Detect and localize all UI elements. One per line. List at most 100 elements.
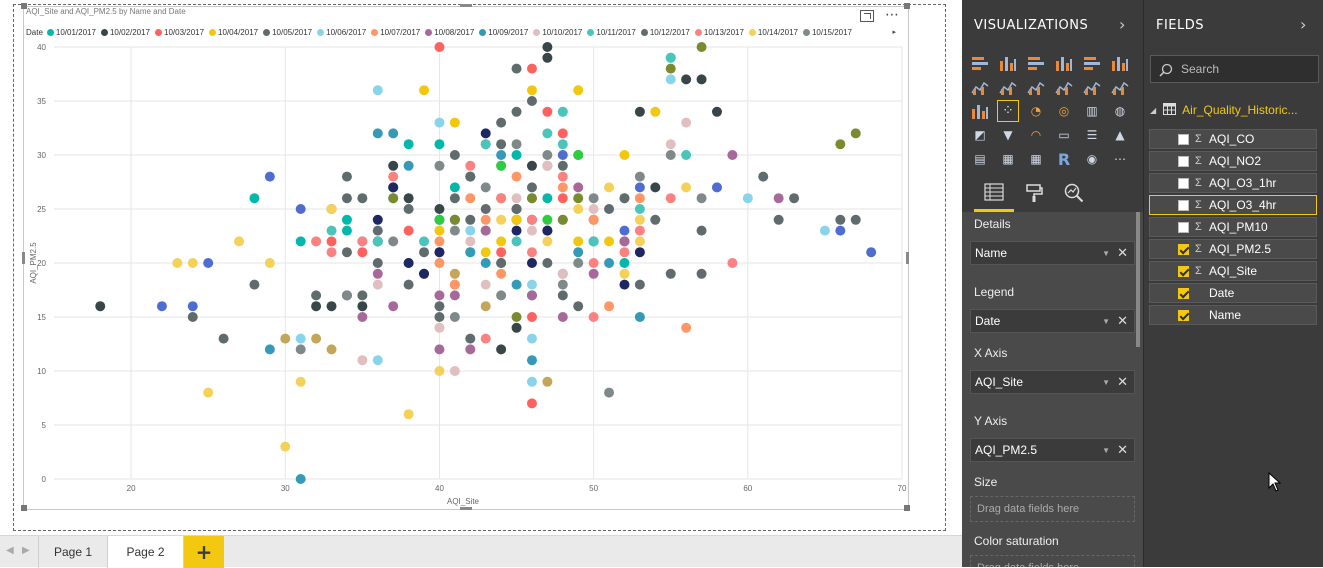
ellipsis-icon[interactable]: ⋯	[885, 7, 900, 23]
r-script-visual-icon[interactable]: R	[1057, 149, 1071, 169]
data-point[interactable]	[511, 106, 522, 117]
data-point[interactable]	[496, 117, 507, 128]
data-point[interactable]	[419, 247, 430, 258]
data-point[interactable]	[388, 160, 399, 171]
legend-item[interactable]: 10/02/2017	[100, 28, 150, 37]
data-point[interactable]	[604, 182, 615, 193]
data-point[interactable]	[665, 268, 676, 279]
data-point[interactable]	[634, 312, 645, 322]
size-drop-zone[interactable]: Drag data fields here	[970, 496, 1135, 522]
data-point[interactable]	[742, 193, 753, 204]
data-point[interactable]	[434, 139, 445, 150]
data-point[interactable]	[557, 290, 568, 301]
data-point[interactable]	[496, 214, 507, 225]
data-point[interactable]	[526, 355, 537, 366]
legend-scroll-icon[interactable]: ▸	[892, 28, 896, 36]
data-point[interactable]	[403, 279, 414, 290]
data-point[interactable]	[434, 322, 445, 333]
waterfall-chart-icon[interactable]	[969, 100, 991, 122]
field-row[interactable]: Σ AQI_O3_4hr	[1149, 195, 1317, 215]
scatter-plot-area[interactable]: 0 5 10 15 20 25 30 35 40 20 30 40 50 60 70 AQI_Site AQI_…	[24, 41, 908, 511]
data-point[interactable]	[557, 312, 568, 322]
data-point[interactable]	[388, 236, 399, 247]
resize-handle-bottom[interactable]	[460, 507, 472, 510]
data-point[interactable]	[249, 193, 260, 204]
data-point[interactable]	[835, 214, 846, 225]
data-point[interactable]	[280, 333, 291, 344]
data-point[interactable]	[835, 225, 846, 236]
pie-chart-icon[interactable]: ◔	[1030, 104, 1042, 118]
data-point[interactable]	[557, 279, 568, 290]
remove-field-icon[interactable]: ✕	[1117, 374, 1128, 389]
legend-item[interactable]: 10/10/2017	[533, 28, 582, 37]
dropdown-arrow-icon[interactable]: ▼	[1102, 317, 1110, 326]
data-point[interactable]	[511, 225, 522, 236]
legend-item[interactable]: 10/04/2017	[209, 28, 258, 37]
data-point[interactable]	[696, 225, 707, 236]
data-point[interactable]	[681, 150, 692, 160]
data-point[interactable]	[696, 42, 707, 52]
data-point[interactable]	[681, 74, 692, 85]
data-point[interactable]	[449, 214, 460, 225]
funnel-icon[interactable]: ▼	[1003, 128, 1013, 142]
data-point[interactable]	[388, 182, 399, 193]
data-point[interactable]	[496, 247, 507, 258]
data-point[interactable]	[604, 236, 615, 247]
data-point[interactable]	[850, 214, 861, 225]
filled-map-icon[interactable]: ◩	[974, 128, 986, 142]
field-checkbox[interactable]	[1178, 133, 1189, 145]
data-point[interactable]	[449, 117, 460, 128]
data-point[interactable]	[557, 106, 568, 117]
data-point[interactable]	[434, 290, 445, 301]
data-point[interactable]	[403, 409, 414, 420]
data-point[interactable]	[634, 225, 645, 236]
field-row[interactable]: Σ AQI_O3_1hr	[1149, 173, 1317, 193]
stacked-area-chart-icon[interactable]	[1025, 76, 1047, 98]
data-point[interactable]	[573, 301, 584, 312]
table-node[interactable]: ◢ Air_Quality_Historic...	[1150, 100, 1320, 120]
data-point[interactable]	[542, 42, 553, 52]
data-point[interactable]	[619, 258, 630, 268]
data-point[interactable]	[526, 214, 537, 225]
resize-handle-top[interactable]	[460, 4, 472, 7]
line-and-stacked-column-chart-icon[interactable]	[1053, 76, 1075, 98]
legend-item[interactable]: 10/14/2017	[748, 28, 798, 37]
data-point[interactable]	[665, 74, 676, 85]
data-point[interactable]	[542, 128, 553, 139]
data-point[interactable]	[465, 247, 476, 258]
data-point[interactable]	[588, 214, 599, 225]
details-well-field[interactable]: Name ▼ ✕	[970, 241, 1135, 265]
data-point[interactable]	[573, 247, 584, 258]
data-point[interactable]	[326, 247, 337, 258]
data-point[interactable]	[511, 204, 522, 214]
data-point[interactable]	[326, 301, 337, 312]
data-point[interactable]	[773, 193, 784, 204]
data-point[interactable]	[449, 312, 460, 322]
data-point[interactable]	[357, 193, 368, 204]
data-point[interactable]	[619, 225, 630, 236]
data-point[interactable]	[388, 301, 399, 312]
data-point[interactable]	[557, 150, 568, 160]
data-point[interactable]	[480, 258, 491, 268]
data-point[interactable]	[557, 214, 568, 225]
data-point[interactable]	[711, 106, 722, 117]
data-point[interactable]	[557, 160, 568, 171]
data-point[interactable]	[372, 85, 383, 96]
data-point[interactable]	[557, 182, 568, 193]
data-point[interactable]	[619, 193, 630, 204]
data-point[interactable]	[95, 301, 106, 312]
data-point[interactable]	[850, 128, 861, 139]
data-point[interactable]	[496, 193, 507, 204]
field-checkbox[interactable]	[1178, 199, 1189, 211]
data-point[interactable]	[372, 268, 383, 279]
field-row[interactable]: Σ AQI_PM2.5	[1149, 239, 1317, 259]
focus-mode-icon[interactable]	[860, 10, 874, 22]
donut-chart-icon[interactable]: ◎	[1058, 104, 1070, 118]
data-point[interactable]	[758, 171, 769, 182]
data-point[interactable]	[542, 150, 553, 160]
data-point[interactable]	[434, 258, 445, 268]
data-point[interactable]	[588, 204, 599, 214]
prev-page-icon[interactable]: ◀	[6, 545, 14, 556]
data-point[interactable]	[480, 128, 491, 139]
data-point[interactable]	[434, 312, 445, 322]
